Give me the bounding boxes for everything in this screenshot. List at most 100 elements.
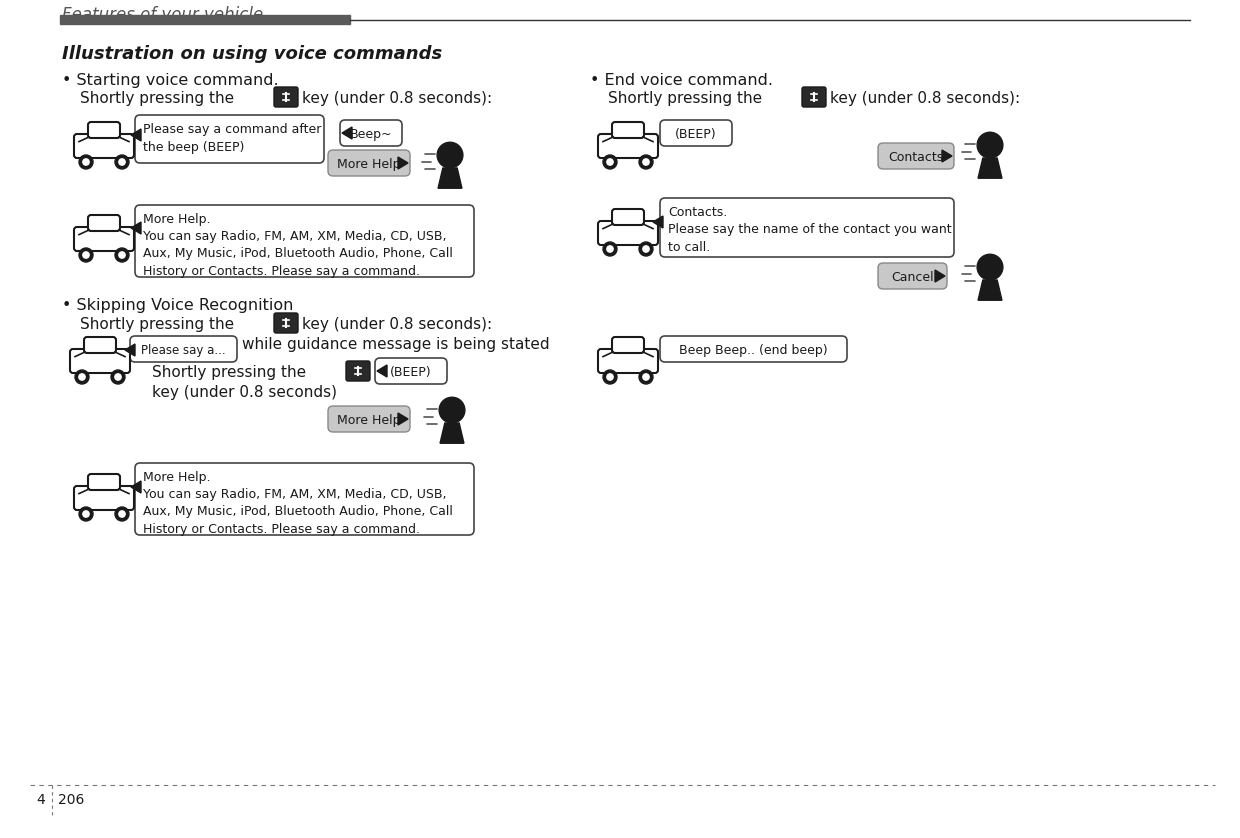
FancyBboxPatch shape bbox=[878, 263, 947, 289]
Text: Beep~: Beep~ bbox=[350, 128, 392, 141]
Polygon shape bbox=[131, 222, 141, 234]
Bar bbox=[60, 15, 350, 24]
FancyBboxPatch shape bbox=[598, 221, 658, 245]
Polygon shape bbox=[438, 168, 463, 189]
Circle shape bbox=[606, 246, 613, 252]
FancyBboxPatch shape bbox=[274, 87, 298, 107]
Circle shape bbox=[606, 374, 613, 380]
FancyBboxPatch shape bbox=[878, 143, 954, 169]
Circle shape bbox=[112, 370, 125, 384]
Text: 4: 4 bbox=[36, 793, 45, 807]
Circle shape bbox=[642, 159, 650, 165]
Text: (BEEP): (BEEP) bbox=[391, 366, 432, 379]
FancyBboxPatch shape bbox=[660, 120, 732, 146]
Polygon shape bbox=[125, 344, 135, 356]
Circle shape bbox=[74, 370, 89, 384]
Circle shape bbox=[115, 155, 129, 169]
Circle shape bbox=[639, 155, 653, 169]
Circle shape bbox=[977, 132, 1003, 158]
Circle shape bbox=[83, 159, 89, 165]
Circle shape bbox=[603, 155, 618, 169]
FancyBboxPatch shape bbox=[130, 336, 237, 362]
Text: Contacts: Contacts bbox=[888, 151, 944, 164]
Circle shape bbox=[119, 159, 125, 165]
FancyBboxPatch shape bbox=[340, 120, 402, 146]
FancyBboxPatch shape bbox=[135, 205, 474, 277]
Text: while guidance message is being stated: while guidance message is being stated bbox=[242, 337, 549, 352]
Circle shape bbox=[603, 370, 618, 384]
Text: Cancel: Cancel bbox=[892, 271, 934, 284]
Polygon shape bbox=[342, 127, 352, 139]
Text: Please say a...: Please say a... bbox=[141, 344, 226, 357]
Text: 206: 206 bbox=[58, 793, 84, 807]
FancyBboxPatch shape bbox=[346, 361, 370, 381]
FancyBboxPatch shape bbox=[88, 215, 120, 231]
Text: Contacts.
Please say the name of the contact you want
to call.: Contacts. Please say the name of the con… bbox=[668, 206, 951, 254]
FancyBboxPatch shape bbox=[84, 337, 117, 353]
Text: Please say a command after
the beep (BEEP): Please say a command after the beep (BEE… bbox=[143, 123, 321, 154]
Circle shape bbox=[439, 397, 465, 423]
FancyBboxPatch shape bbox=[135, 115, 324, 163]
Text: • Skipping Voice Recognition: • Skipping Voice Recognition bbox=[62, 298, 294, 313]
FancyBboxPatch shape bbox=[374, 358, 446, 384]
Circle shape bbox=[639, 370, 653, 384]
Circle shape bbox=[79, 248, 93, 262]
Text: Beep Beep.. (end beep): Beep Beep.. (end beep) bbox=[680, 344, 828, 357]
Polygon shape bbox=[377, 365, 387, 377]
Polygon shape bbox=[440, 423, 464, 443]
Text: Illustration on using voice commands: Illustration on using voice commands bbox=[62, 45, 443, 63]
Circle shape bbox=[79, 507, 93, 521]
FancyBboxPatch shape bbox=[802, 87, 826, 107]
Text: Features of your vehicle: Features of your vehicle bbox=[62, 6, 263, 24]
Polygon shape bbox=[978, 280, 1002, 300]
Circle shape bbox=[642, 246, 650, 252]
FancyBboxPatch shape bbox=[613, 122, 644, 138]
Circle shape bbox=[642, 374, 650, 380]
FancyBboxPatch shape bbox=[88, 474, 120, 490]
Text: More Help: More Help bbox=[337, 158, 401, 171]
Text: • End voice command.: • End voice command. bbox=[590, 73, 773, 88]
FancyBboxPatch shape bbox=[329, 150, 410, 176]
Text: key (under 0.8 seconds):: key (under 0.8 seconds): bbox=[303, 317, 492, 332]
Circle shape bbox=[977, 254, 1003, 280]
FancyBboxPatch shape bbox=[74, 227, 134, 251]
Polygon shape bbox=[131, 129, 141, 141]
Circle shape bbox=[438, 142, 463, 168]
Polygon shape bbox=[131, 481, 141, 493]
Polygon shape bbox=[942, 150, 952, 162]
FancyBboxPatch shape bbox=[613, 209, 644, 225]
Text: (BEEP): (BEEP) bbox=[676, 128, 717, 141]
Circle shape bbox=[119, 252, 125, 258]
Circle shape bbox=[79, 374, 86, 380]
FancyBboxPatch shape bbox=[660, 336, 847, 362]
Text: Shortly pressing the: Shortly pressing the bbox=[81, 317, 234, 332]
Polygon shape bbox=[935, 270, 945, 282]
FancyBboxPatch shape bbox=[69, 349, 130, 373]
Text: Shortly pressing the: Shortly pressing the bbox=[608, 91, 763, 106]
Polygon shape bbox=[398, 413, 408, 425]
Circle shape bbox=[83, 252, 89, 258]
Text: key (under 0.8 seconds):: key (under 0.8 seconds): bbox=[303, 91, 492, 106]
Text: key (under 0.8 seconds):: key (under 0.8 seconds): bbox=[830, 91, 1021, 106]
Text: More Help: More Help bbox=[337, 414, 401, 427]
Text: • Starting voice command.: • Starting voice command. bbox=[62, 73, 279, 88]
FancyBboxPatch shape bbox=[660, 198, 954, 257]
Circle shape bbox=[119, 511, 125, 517]
FancyBboxPatch shape bbox=[274, 313, 298, 333]
FancyBboxPatch shape bbox=[613, 337, 644, 353]
FancyBboxPatch shape bbox=[598, 134, 658, 158]
Polygon shape bbox=[978, 158, 1002, 178]
Circle shape bbox=[115, 248, 129, 262]
Text: Shortly pressing the: Shortly pressing the bbox=[81, 91, 234, 106]
Text: More Help.
You can say Radio, FM, AM, XM, Media, CD, USB,
Aux, My Music, iPod, B: More Help. You can say Radio, FM, AM, XM… bbox=[143, 213, 453, 277]
Text: More Help.
You can say Radio, FM, AM, XM, Media, CD, USB,
Aux, My Music, iPod, B: More Help. You can say Radio, FM, AM, XM… bbox=[143, 471, 453, 535]
Text: Shortly pressing the: Shortly pressing the bbox=[153, 365, 306, 380]
Circle shape bbox=[606, 159, 613, 165]
Circle shape bbox=[83, 511, 89, 517]
FancyBboxPatch shape bbox=[598, 349, 658, 373]
Polygon shape bbox=[653, 216, 663, 228]
FancyBboxPatch shape bbox=[74, 486, 134, 510]
Text: key (under 0.8 seconds): key (under 0.8 seconds) bbox=[153, 385, 337, 400]
Circle shape bbox=[79, 155, 93, 169]
Circle shape bbox=[115, 507, 129, 521]
